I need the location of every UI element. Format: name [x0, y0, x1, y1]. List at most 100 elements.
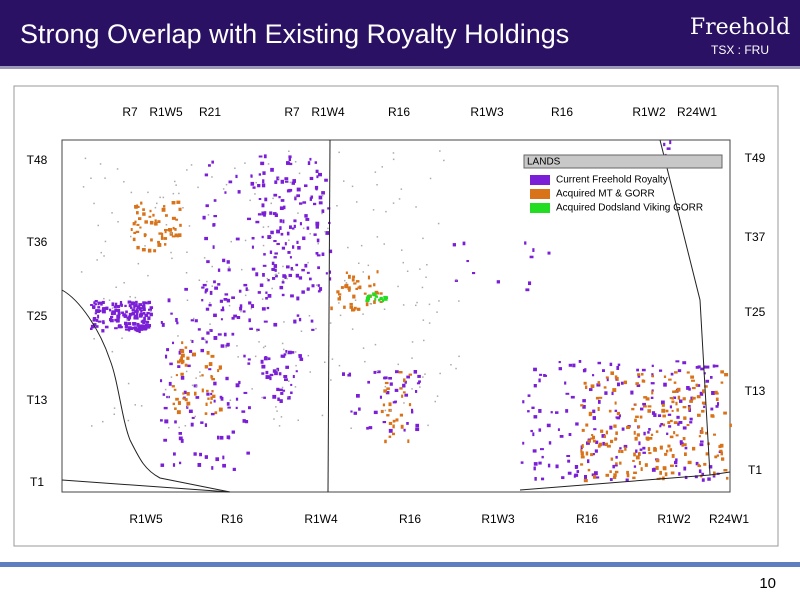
parcel [581, 453, 584, 457]
parcel [669, 405, 673, 409]
parcel [135, 312, 139, 317]
parcel-outline [272, 197, 274, 200]
parcel [171, 201, 176, 205]
parcel [295, 273, 300, 278]
parcel-outline [436, 311, 438, 313]
parcel-outline [198, 279, 201, 281]
parcel [139, 327, 144, 331]
parcel [299, 357, 304, 361]
parcel [645, 397, 650, 401]
parcel-outline [127, 382, 130, 385]
parcel [379, 292, 383, 295]
parcel-outline [336, 205, 338, 207]
parcel [392, 432, 395, 436]
parcel [93, 323, 97, 327]
parcel-outline [294, 386, 297, 388]
parcel [711, 391, 715, 395]
parcel [133, 231, 137, 235]
parcel [280, 354, 284, 358]
parcel-outline [427, 424, 429, 427]
parcel [201, 374, 204, 377]
parcel [402, 391, 406, 394]
parcel [273, 322, 278, 327]
parcel-outline [376, 184, 378, 186]
range-label: R1W2 [657, 512, 691, 526]
parcel-outline [275, 273, 277, 276]
parcel [646, 437, 650, 441]
parcel [584, 368, 587, 372]
parcel [686, 424, 690, 427]
parcel [307, 161, 311, 166]
parcel [263, 154, 267, 159]
parcel-outline [254, 193, 256, 195]
parcel [248, 301, 252, 305]
parcel [714, 455, 718, 459]
parcel [316, 254, 321, 257]
parcel [625, 478, 629, 482]
parcel-outline [108, 299, 111, 301]
parcel [181, 341, 184, 345]
parcel [317, 284, 320, 287]
parcel [296, 314, 300, 317]
parcel [589, 388, 593, 392]
parcel [283, 353, 287, 356]
parcel [149, 209, 152, 213]
parcel [217, 268, 221, 272]
parcel [186, 401, 191, 406]
parcel [634, 436, 638, 441]
parcel [679, 440, 683, 444]
parcel-outline [345, 282, 348, 284]
parcel [689, 421, 693, 424]
parcel [568, 433, 572, 437]
parcel [417, 374, 421, 378]
parcel [621, 427, 625, 431]
parcel [708, 465, 713, 469]
parcel [590, 384, 595, 388]
parcel [213, 381, 217, 386]
parcel [209, 290, 213, 295]
parcel [269, 211, 273, 215]
parcel [204, 365, 209, 369]
parcel [304, 214, 308, 218]
parcel [338, 293, 342, 296]
parcel [129, 327, 133, 331]
parcel-outline [294, 161, 297, 163]
parcel-outline [154, 206, 157, 209]
parcel [130, 228, 133, 232]
parcel [375, 292, 380, 295]
parcel [220, 344, 225, 348]
parcel [239, 304, 243, 308]
parcel-outline [167, 396, 170, 398]
parcel-outline [400, 188, 403, 190]
parcel [116, 305, 121, 309]
parcel [413, 370, 418, 374]
parcel [580, 463, 584, 466]
parcel-outline [84, 157, 87, 160]
parcel [174, 420, 177, 424]
parcel [218, 365, 222, 370]
parcel [700, 440, 704, 443]
parcel [146, 326, 151, 329]
parcel [701, 472, 705, 476]
parcel [588, 412, 592, 417]
parcel-outline [185, 370, 188, 373]
range-label: R16 [551, 105, 573, 119]
parcel [276, 242, 280, 246]
legend-label: Acquired MT & GORR [556, 189, 655, 200]
parcel [623, 380, 628, 385]
parcel [132, 237, 136, 242]
parcel [261, 364, 266, 369]
parcel [408, 403, 412, 407]
parcel [224, 293, 229, 296]
parcel [226, 260, 230, 264]
parcel [199, 452, 203, 457]
parcel [175, 218, 179, 221]
parcel [671, 409, 674, 412]
parcel-outline [280, 416, 283, 418]
parcel-outline [262, 244, 265, 247]
parcel [139, 314, 143, 318]
parcel [153, 249, 157, 253]
parcel [454, 279, 458, 282]
parcel [144, 313, 149, 317]
parcel [529, 255, 534, 259]
